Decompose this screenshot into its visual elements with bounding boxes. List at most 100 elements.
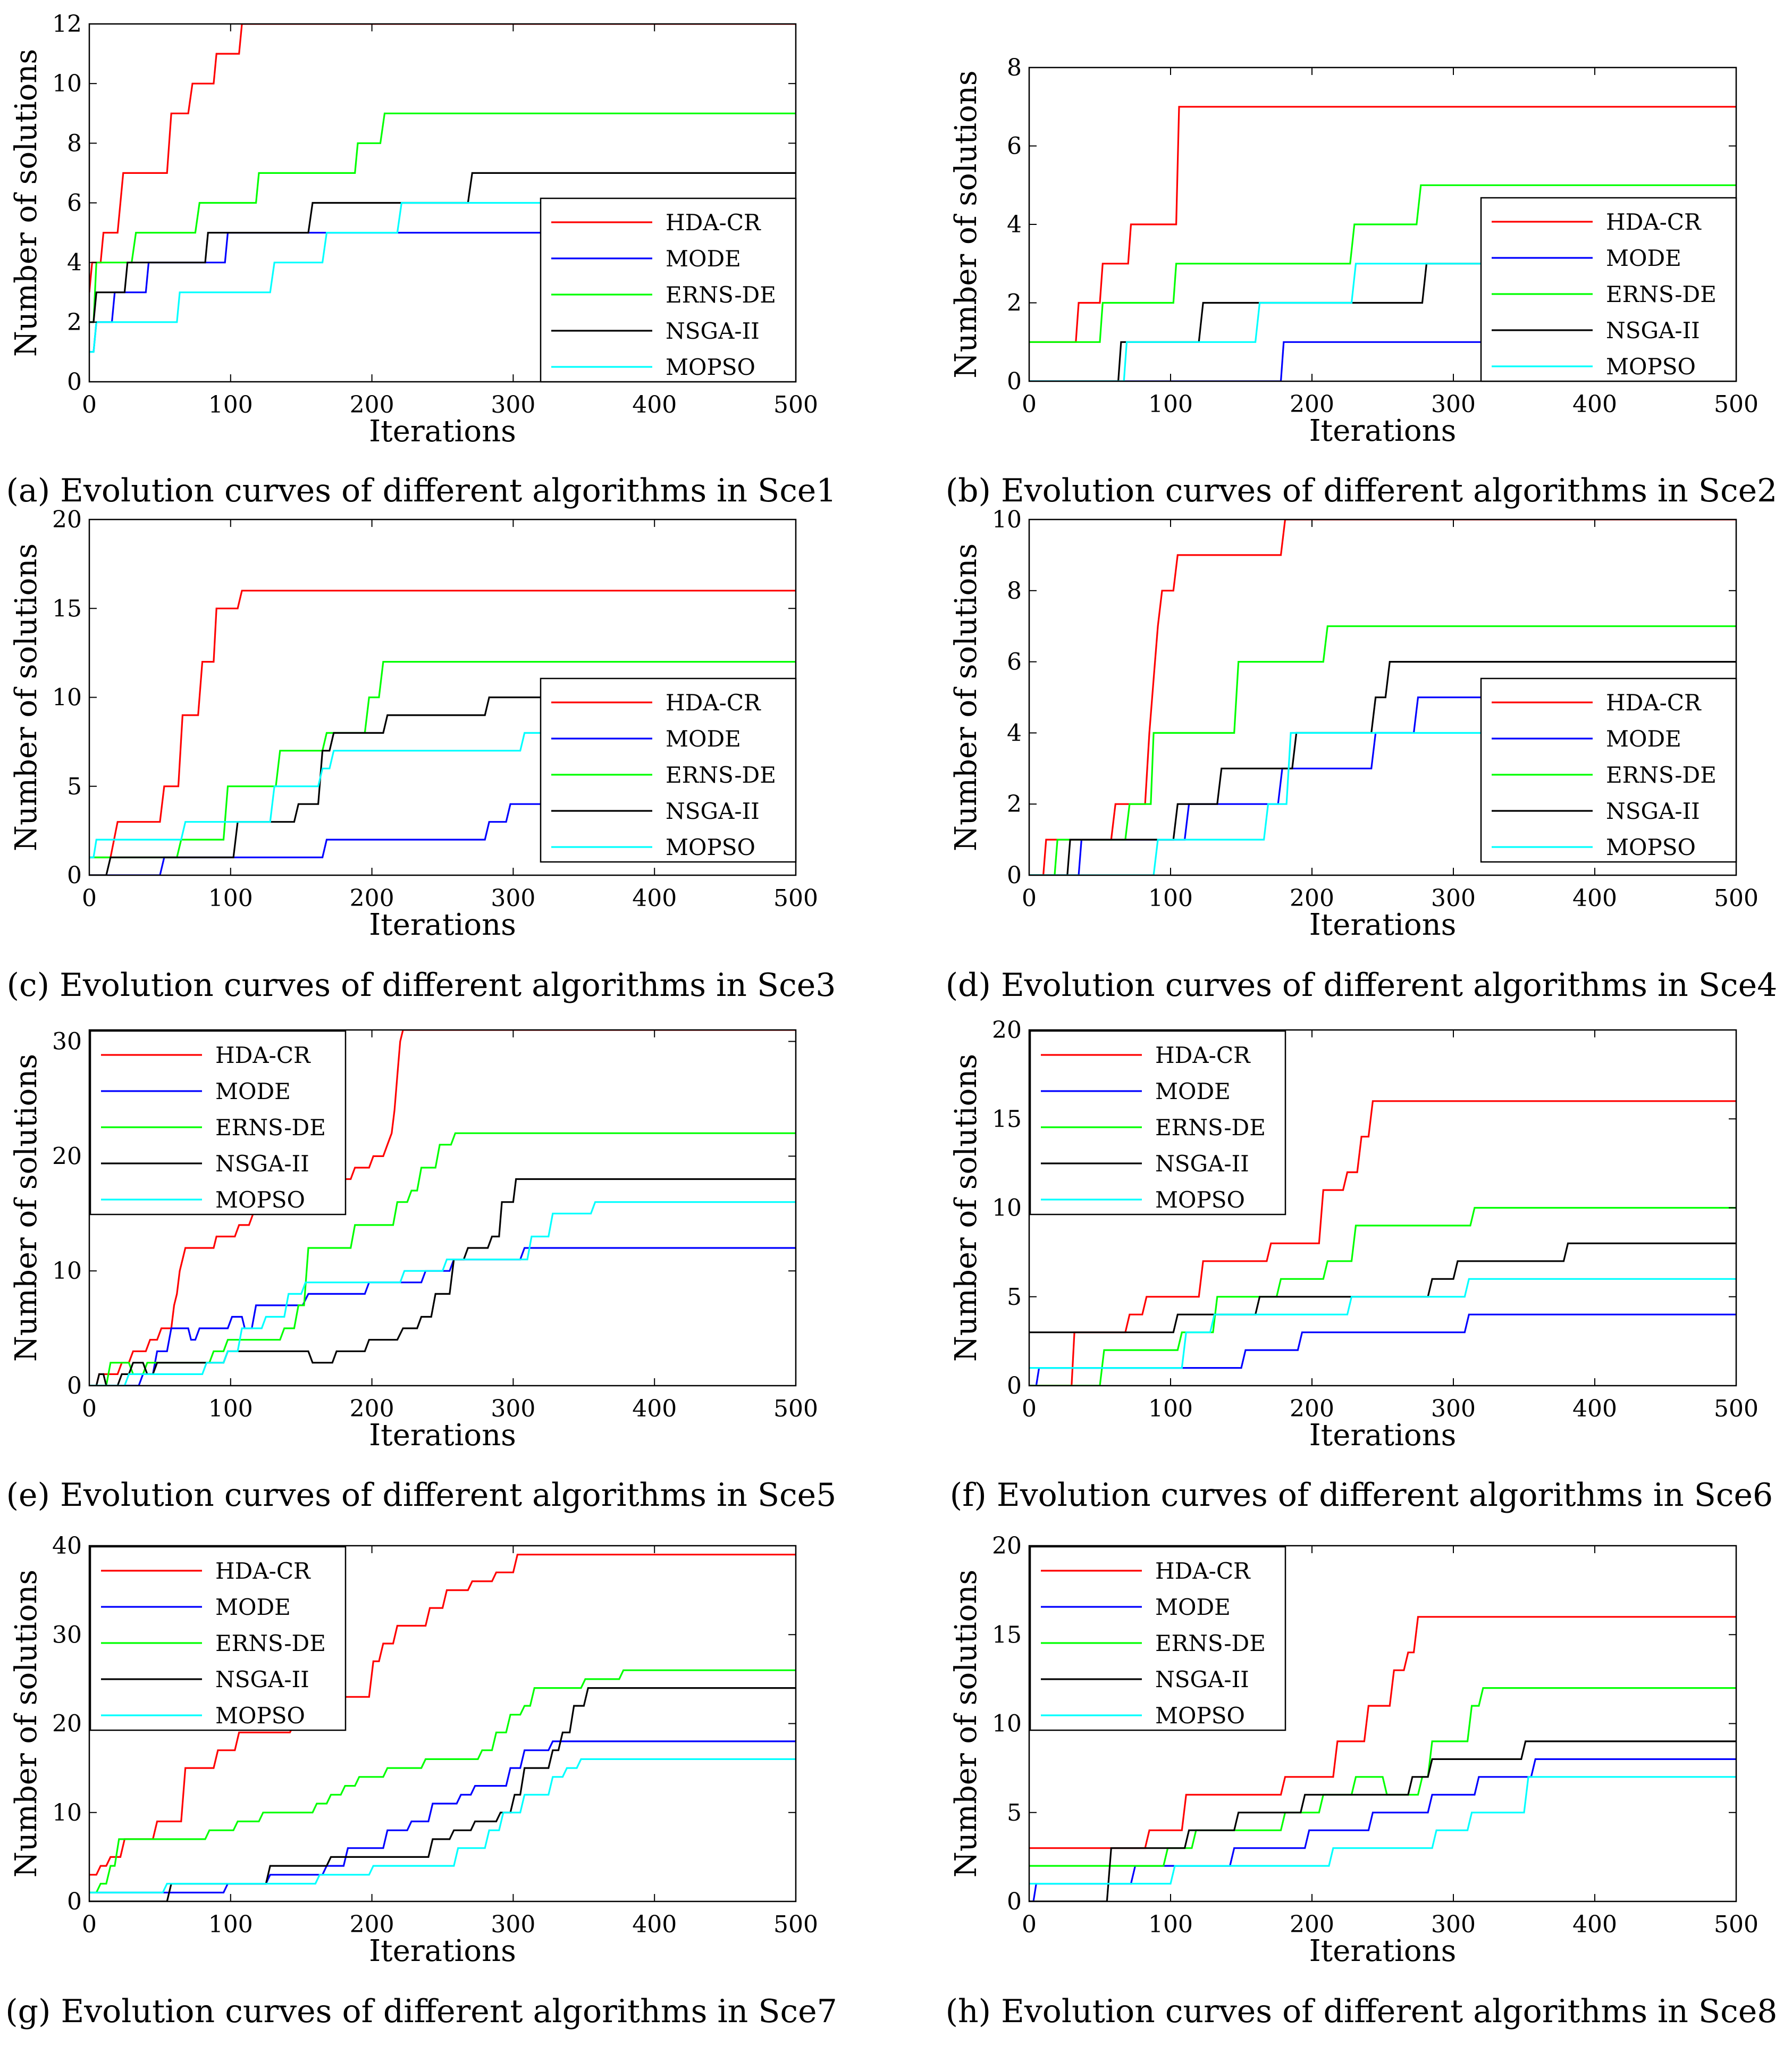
series-line-nsga-ii (89, 172, 796, 323)
legend-label: HDA-CR (1606, 690, 1702, 716)
x-axis-label: Iterations (369, 1418, 516, 1453)
y-tick-label: 10 (52, 1258, 82, 1285)
y-tick-label: 12 (52, 11, 82, 38)
panel-sce7: 0 100 200 300 400 500 0 10 20 30 40 Iterations Numbe… (5, 1532, 837, 2030)
y-tick-label: 6 (67, 190, 82, 217)
series-line-erns-de (89, 661, 796, 859)
y-tick-label: 10 (52, 1799, 82, 1826)
x-tick-label: 300 (491, 885, 535, 912)
y-tick-label: 8 (1007, 577, 1022, 605)
series-line-mopso (89, 202, 796, 353)
y-axis-label: Number of solutions (949, 1570, 983, 1878)
y-tick-label: 2 (67, 309, 82, 336)
panel-caption: (a) Evolution curves of different algori… (6, 472, 837, 509)
legend-box (540, 677, 797, 863)
x-tick-label: 300 (491, 391, 535, 418)
legend-label: NSGA-II (666, 318, 760, 344)
y-tick-label: 20 (992, 1017, 1022, 1044)
legend-box (1480, 677, 1737, 863)
panel-caption: (c) Evolution curves of different algori… (7, 967, 836, 1004)
series-line-erns-de (1029, 625, 1736, 875)
x-tick-label: 100 (1148, 391, 1193, 418)
legend-label: ERNS-DE (215, 1630, 326, 1656)
legend-label: MOPSO (215, 1187, 305, 1213)
y-tick-label: 10 (992, 506, 1022, 533)
y-tick-label: 8 (67, 130, 82, 157)
legend-label: MOPSO (1606, 354, 1696, 380)
legend-label: ERNS-DE (215, 1114, 326, 1141)
panel-sce6: 0 100 200 300 400 500 0 5 10 15 20 Iterations Number… (949, 1017, 1773, 1514)
series-group (1029, 1100, 1736, 1386)
x-tick-label: 500 (773, 885, 818, 912)
x-axis-label: Iterations (1309, 908, 1457, 942)
legend-label: HDA-CR (666, 209, 761, 236)
x-tick-label: 400 (632, 391, 677, 418)
panel-caption: (b) Evolution curves of different algori… (946, 472, 1778, 509)
legend-label: ERNS-DE (1606, 762, 1717, 788)
y-tick-label: 10 (992, 1195, 1022, 1222)
y-tick-label: 20 (992, 1532, 1022, 1560)
series-line-nsga-ii (1029, 263, 1736, 381)
y-tick-label: 0 (67, 1888, 82, 1915)
series-line-erns-de (1029, 184, 1736, 343)
x-tick-label: 100 (1148, 1911, 1193, 1938)
series-line-mopso (1029, 263, 1736, 381)
series-group (1029, 519, 1736, 875)
x-tick-label: 200 (1290, 885, 1334, 912)
x-tick-label: 500 (1714, 885, 1759, 912)
y-tick-label: 4 (1007, 719, 1022, 747)
series-line-erns-de (89, 1669, 796, 1893)
y-tick-label: 15 (52, 595, 82, 622)
x-tick-label: 300 (1431, 885, 1476, 912)
y-tick-label: 30 (52, 1028, 82, 1055)
legend-box (1029, 1030, 1286, 1216)
series-line-mode (89, 1740, 796, 1893)
y-tick-label: 10 (992, 1711, 1022, 1738)
x-axis-label: Iterations (1309, 414, 1457, 448)
legend: HDA-CR MODE ERNS-DE NSGA-II MOPSO (1480, 197, 1737, 382)
y-tick-label: 15 (992, 1621, 1022, 1648)
y-axis-label: Number of solutions (9, 543, 44, 851)
legend-label: NSGA-II (1606, 317, 1700, 343)
y-tick-label: 20 (52, 506, 82, 533)
series-line-nsga-ii (89, 1178, 796, 1386)
legend: HDA-CR MODE ERNS-DE NSGA-II MOPSO (540, 197, 797, 383)
y-tick-label: 0 (1007, 862, 1022, 889)
series-group (1029, 1616, 1736, 1901)
y-axis-label: Number of solutions (9, 49, 44, 357)
legend: HDA-CR MODE ERNS-DE NSGA-II MOPSO (540, 677, 797, 863)
x-tick-label: 200 (1290, 391, 1334, 418)
series-line-hda-cr (1029, 1100, 1736, 1386)
x-axis-label: Iterations (369, 1934, 516, 1968)
x-tick-label: 0 (82, 1395, 97, 1422)
series-line-mode (1029, 696, 1736, 875)
legend-label: MODE (666, 726, 741, 752)
x-tick-label: 500 (773, 1395, 818, 1422)
legend-label: NSGA-II (1155, 1666, 1249, 1692)
x-tick-label: 300 (1431, 1911, 1476, 1938)
legend: HDA-CR MODE ERNS-DE NSGA-II MOPSO (1480, 677, 1737, 863)
panel-caption: (e) Evolution curves of different algori… (6, 1477, 837, 1514)
series-group (89, 1030, 796, 1386)
y-axis-label: Number of solutions (949, 70, 983, 378)
y-tick-label: 0 (1007, 368, 1022, 395)
panel-caption: (d) Evolution curves of different algori… (946, 967, 1778, 1004)
legend: HDA-CR MODE ERNS-DE NSGA-II MOPSO (1029, 1546, 1286, 1731)
series-line-erns-de (1029, 1206, 1736, 1386)
series-line-erns-de (1029, 1687, 1736, 1867)
y-tick-label: 10 (52, 684, 82, 711)
y-tick-label: 5 (67, 773, 82, 800)
series-line-mopso (1029, 732, 1736, 875)
series-line-hda-cr (1029, 106, 1736, 343)
x-tick-label: 300 (1431, 391, 1476, 418)
x-axis-label: Iterations (369, 414, 516, 449)
x-tick-label: 400 (632, 1395, 677, 1422)
plot-frame (88, 1029, 797, 1387)
y-tick-label: 40 (52, 1532, 82, 1560)
y-tick-label: 5 (1007, 1284, 1022, 1311)
x-axis-label: Iterations (1309, 1934, 1457, 1968)
x-tick-label: 500 (1714, 391, 1759, 418)
panel-sce4: 0 100 200 300 400 500 0 2 4 6 8 10 Iterations Number … (946, 506, 1778, 1004)
series-line-nsga-ii (1029, 1740, 1736, 1901)
series-line-mopso (1029, 1776, 1736, 1885)
